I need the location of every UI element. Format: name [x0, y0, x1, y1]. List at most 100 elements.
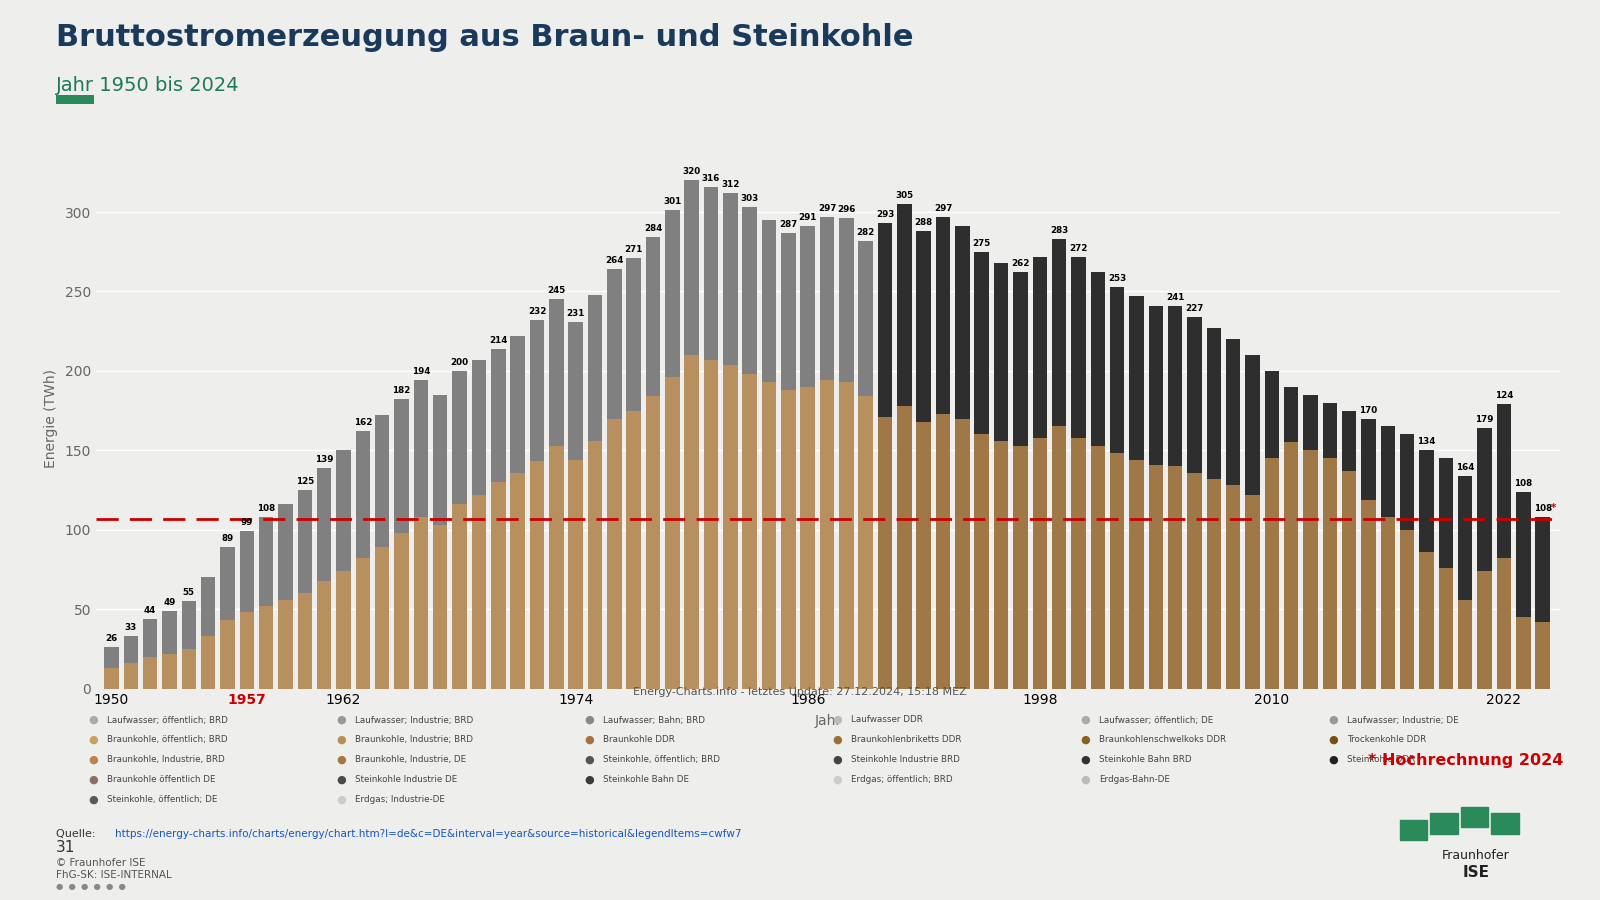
Bar	[1400, 530, 1414, 688]
Bar	[414, 381, 429, 517]
Bar	[162, 653, 176, 688]
Text: ●: ●	[88, 794, 98, 805]
Bar	[453, 504, 467, 688]
Bar	[1477, 571, 1491, 688]
Bar	[549, 300, 563, 446]
Bar	[606, 269, 621, 418]
Bar	[472, 360, 486, 495]
Bar	[1536, 517, 1550, 622]
Bar	[1304, 450, 1318, 688]
Text: 89: 89	[221, 535, 234, 544]
Bar	[1013, 446, 1027, 688]
Bar	[762, 382, 776, 688]
Bar	[1206, 328, 1221, 479]
Bar	[646, 396, 661, 688]
Text: 296: 296	[837, 205, 856, 214]
Text: 262: 262	[1011, 259, 1030, 268]
Bar	[374, 547, 389, 688]
Text: 245: 245	[547, 286, 565, 295]
Text: 232: 232	[528, 307, 546, 316]
Text: Steinkohle Industrie BRD: Steinkohle Industrie BRD	[851, 755, 960, 764]
Bar	[1342, 471, 1357, 688]
Text: 287: 287	[779, 220, 797, 229]
Text: ●: ●	[832, 715, 842, 725]
Bar	[1323, 458, 1338, 688]
Bar	[685, 355, 699, 688]
Bar	[181, 601, 197, 649]
Text: 303: 303	[741, 194, 758, 203]
Bar	[1400, 435, 1414, 530]
Text: Steinkohle Industrie DE: Steinkohle Industrie DE	[355, 775, 458, 784]
Bar	[1130, 296, 1144, 460]
Text: Erdgas-Bahn-DE: Erdgas-Bahn-DE	[1099, 775, 1170, 784]
Text: * Hochrechnung 2024: * Hochrechnung 2024	[1368, 753, 1563, 768]
Text: Steinkohle Bahn DE: Steinkohle Bahn DE	[603, 775, 690, 784]
Bar	[221, 547, 235, 620]
Text: © Fraunhofer ISE: © Fraunhofer ISE	[56, 858, 146, 868]
Text: ●: ●	[584, 715, 594, 725]
Bar	[104, 647, 118, 668]
Bar	[1438, 568, 1453, 688]
Bar	[1226, 485, 1240, 688]
Bar	[1496, 558, 1510, 688]
Text: ●: ●	[336, 715, 346, 725]
Bar	[240, 612, 254, 688]
Bar	[1168, 306, 1182, 466]
Bar	[317, 468, 331, 580]
Bar	[1130, 460, 1144, 688]
Text: Braunkohle DDR: Braunkohle DDR	[603, 735, 675, 744]
Bar	[1381, 517, 1395, 688]
Text: 297: 297	[934, 203, 952, 212]
Text: 194: 194	[411, 367, 430, 376]
Text: https://energy-charts.info/charts/energy/chart.htm?l=de&c=DE&interval=year&sourc: https://energy-charts.info/charts/energy…	[115, 829, 742, 839]
Text: Trockenkohle DDR: Trockenkohle DDR	[1347, 735, 1427, 744]
Bar	[568, 460, 582, 688]
Text: 316: 316	[702, 174, 720, 183]
Text: Braunkohlenbriketts DDR: Braunkohlenbriketts DDR	[851, 735, 962, 744]
Bar	[800, 226, 814, 387]
Text: ●: ●	[832, 774, 842, 785]
Text: ISE: ISE	[1462, 866, 1490, 880]
Bar	[181, 649, 197, 688]
Bar	[936, 217, 950, 414]
Text: 179: 179	[1475, 415, 1494, 424]
Text: 293: 293	[875, 211, 894, 220]
Text: ●: ●	[1328, 754, 1338, 765]
Bar	[1419, 450, 1434, 552]
Bar	[1091, 273, 1106, 446]
Bar	[1517, 617, 1531, 688]
Bar	[781, 233, 795, 390]
Text: Erdgas; Industrie-DE: Erdgas; Industrie-DE	[355, 795, 445, 804]
Text: ●: ●	[336, 774, 346, 785]
Bar	[1496, 404, 1510, 558]
Bar	[898, 406, 912, 688]
Text: Braunkohle, öffentlich; BRD: Braunkohle, öffentlich; BRD	[107, 735, 227, 744]
Text: 31: 31	[56, 840, 75, 855]
Text: ●: ●	[1328, 715, 1338, 725]
Bar	[1051, 427, 1066, 688]
Text: Laufwasser; Bahn; BRD: Laufwasser; Bahn; BRD	[603, 716, 706, 724]
Bar	[1206, 479, 1221, 688]
Bar	[472, 495, 486, 688]
Text: 55: 55	[182, 589, 195, 598]
Text: 170: 170	[1360, 406, 1378, 415]
Text: 305: 305	[896, 191, 914, 200]
Text: Laufwasser DDR: Laufwasser DDR	[851, 716, 923, 724]
Text: 49: 49	[163, 598, 176, 607]
Bar	[278, 599, 293, 688]
Bar	[1400, 820, 1427, 841]
Text: 282: 282	[856, 228, 875, 237]
Text: 301: 301	[662, 197, 682, 206]
Text: ●: ●	[832, 754, 842, 765]
Text: FhG-SK: ISE-INTERNAL: FhG-SK: ISE-INTERNAL	[56, 870, 171, 880]
Text: 227: 227	[1186, 304, 1203, 313]
Bar	[704, 186, 718, 360]
X-axis label: Jahr: Jahr	[814, 715, 842, 728]
Text: Quelle:: Quelle:	[56, 829, 99, 839]
Bar	[685, 180, 699, 355]
Text: Laufwasser; öffentlich; BRD: Laufwasser; öffentlich; BRD	[107, 716, 229, 724]
Bar	[317, 580, 331, 688]
Bar	[1168, 466, 1182, 688]
Text: Steinkohle Bahn BRD: Steinkohle Bahn BRD	[1099, 755, 1192, 764]
Text: 108: 108	[258, 504, 275, 513]
